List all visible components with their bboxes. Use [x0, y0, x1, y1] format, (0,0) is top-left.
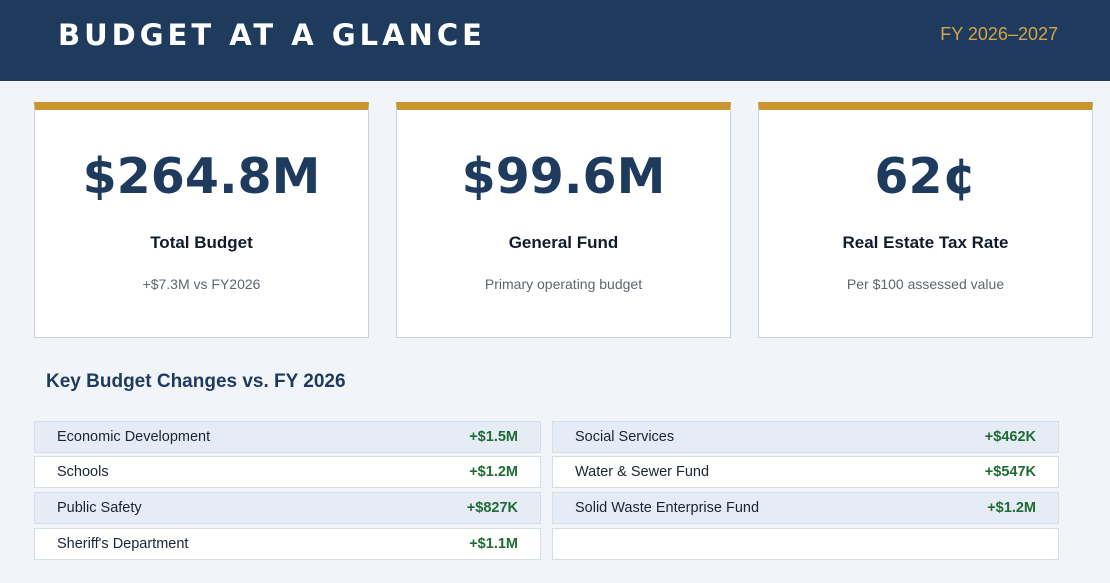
page-title: BUDGET AT A GLANCE — [58, 18, 486, 52]
row-value: +$1.5M — [469, 429, 518, 445]
general-fund-card: $99.6M General Fund Primary operating bu… — [396, 102, 731, 338]
table-row: Solid Waste Enterprise Fund +$1.2M — [552, 492, 1059, 524]
card-value: $264.8M — [82, 148, 321, 205]
row-label: Schools — [57, 464, 109, 480]
row-value: +$1.1M — [469, 536, 518, 552]
row-value: +$547K — [984, 464, 1036, 480]
row-label: Sheriff's Department — [57, 536, 189, 552]
row-value: +$827K — [466, 500, 518, 516]
card-label: Real Estate Tax Rate — [842, 233, 1009, 252]
table-row: Social Services +$462K — [552, 421, 1059, 453]
card-label: General Fund — [508, 233, 619, 252]
table-row: Public Safety +$827K — [34, 492, 541, 524]
row-value: +$462K — [984, 429, 1036, 445]
table-row: Economic Development +$1.5M — [34, 421, 541, 453]
fiscal-year-label: FY 2026–2027 — [940, 24, 1058, 44]
card-label: Total Budget — [150, 233, 253, 252]
card-subtext: +$7.3M vs FY2026 — [142, 276, 261, 292]
table-row: Sheriff's Department +$1.1M — [34, 528, 541, 560]
table-row-empty — [552, 528, 1059, 560]
card-value: $99.6M — [461, 148, 666, 205]
row-label: Economic Development — [57, 429, 211, 445]
row-label: Water & Sewer Fund — [575, 464, 710, 480]
key-changes-heading: Key Budget Changes vs. FY 2026 — [46, 371, 346, 392]
card-subtext: Per $100 assessed value — [846, 276, 1005, 292]
total-budget-card: $264.8M Total Budget +$7.3M vs FY2026 — [34, 102, 369, 338]
table-row: Water & Sewer Fund +$547K — [552, 456, 1059, 488]
row-value: +$1.2M — [987, 500, 1036, 516]
row-label: Social Services — [575, 429, 675, 445]
table-row: Schools +$1.2M — [34, 456, 541, 488]
page-header: BUDGET AT A GLANCE FY 2026–2027 — [0, 0, 1110, 81]
row-label: Solid Waste Enterprise Fund — [575, 500, 760, 516]
card-value: 62¢ — [874, 148, 977, 205]
row-label: Public Safety — [57, 500, 142, 516]
row-value: +$1.2M — [469, 464, 518, 480]
card-subtext: Primary operating budget — [484, 276, 643, 292]
tax-rate-card: 62¢ Real Estate Tax Rate Per $100 assess… — [758, 102, 1093, 338]
